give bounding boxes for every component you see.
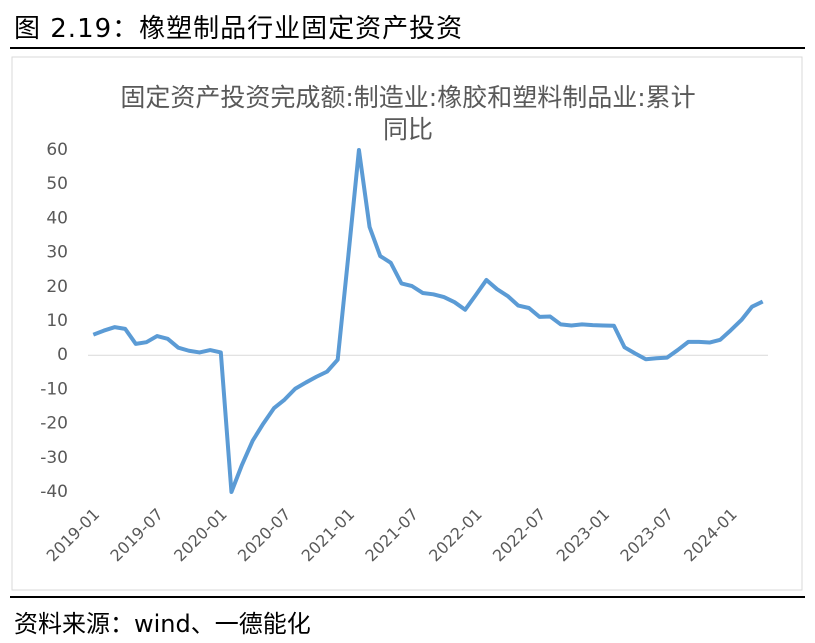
chart-title: 固定资产投资完成额:制造业:橡胶和塑料制品业:累计同比 xyxy=(120,83,696,144)
y-tick-label: 30 xyxy=(46,243,68,263)
top-rule xyxy=(10,47,805,49)
figure-title: 图 2.19：橡塑制品行业固定资产投资 xyxy=(14,14,464,44)
y-tick-label: 40 xyxy=(46,208,68,228)
x-tick-label: 2022-07 xyxy=(489,505,550,566)
x-tick-label: 2022-01 xyxy=(425,505,486,566)
x-tick-label: 2020-01 xyxy=(170,505,231,566)
source-note: 资料来源：wind、一德能化 xyxy=(14,610,311,638)
y-tick-label: -40 xyxy=(40,482,68,502)
y-tick-label: -20 xyxy=(40,414,68,434)
x-tick-label: 2024-01 xyxy=(680,505,741,566)
x-tick-label: 2019-01 xyxy=(43,505,104,566)
y-tick-label: 20 xyxy=(46,277,68,297)
y-tick-label: 0 xyxy=(57,345,68,365)
y-tick-label: -30 xyxy=(40,448,68,468)
y-tick-label: 60 xyxy=(46,140,68,160)
x-tick-label: 2023-07 xyxy=(616,505,677,566)
y-tick-label: 50 xyxy=(46,174,68,194)
x-tick-label: 2021-07 xyxy=(361,505,422,566)
data-line xyxy=(92,148,764,494)
x-tick-label: 2021-01 xyxy=(298,505,359,566)
x-tick-label: 2023-01 xyxy=(553,505,614,566)
x-tick-label: 2020-07 xyxy=(234,505,295,566)
bottom-rule xyxy=(10,596,805,598)
y-tick-label: -10 xyxy=(40,379,68,399)
x-tick-label: 2019-07 xyxy=(106,505,167,566)
y-tick-label: 10 xyxy=(46,311,68,331)
chart-frame xyxy=(11,56,803,591)
